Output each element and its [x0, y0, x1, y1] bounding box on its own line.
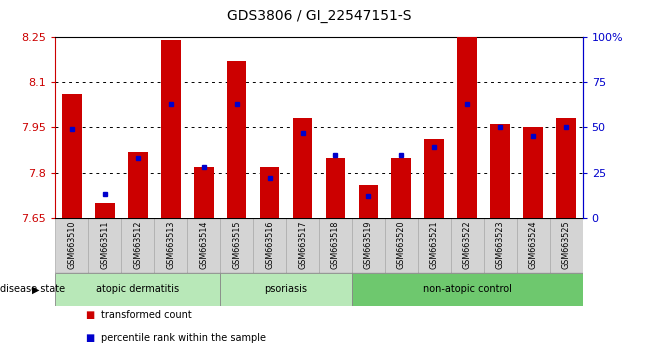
Text: GSM663514: GSM663514 [199, 221, 208, 269]
Text: ▶: ▶ [32, 284, 40, 295]
Bar [55, 218, 89, 273]
Bar [161, 40, 180, 218]
Bar [359, 185, 378, 218]
Bar [484, 218, 517, 273]
Bar [352, 273, 583, 306]
Bar [319, 218, 352, 273]
Bar [326, 158, 345, 218]
Bar [95, 203, 115, 218]
Text: transformed count: transformed count [101, 310, 191, 320]
Text: GSM663516: GSM663516 [265, 221, 274, 269]
Bar [352, 218, 385, 273]
Text: GSM663511: GSM663511 [100, 221, 109, 269]
Text: GSM663510: GSM663510 [67, 221, 76, 269]
Bar [385, 218, 418, 273]
Bar [220, 273, 352, 306]
Bar [458, 37, 477, 218]
Text: psoriasis: psoriasis [264, 284, 307, 295]
Bar [549, 218, 583, 273]
Text: GSM663519: GSM663519 [364, 221, 373, 269]
Text: ■: ■ [85, 310, 94, 320]
Bar [128, 152, 148, 218]
Text: GSM663512: GSM663512 [133, 221, 142, 269]
Bar [220, 218, 253, 273]
Bar [517, 218, 549, 273]
Bar [260, 167, 279, 218]
Bar [523, 127, 543, 218]
Bar [121, 218, 154, 273]
Bar [286, 218, 319, 273]
Text: GSM663520: GSM663520 [397, 221, 406, 269]
Text: percentile rank within the sample: percentile rank within the sample [101, 333, 266, 343]
Bar [556, 118, 576, 218]
Bar [187, 218, 220, 273]
Text: GSM663521: GSM663521 [430, 221, 439, 269]
Text: GSM663518: GSM663518 [331, 221, 340, 269]
Bar [55, 273, 220, 306]
Bar [89, 218, 121, 273]
Bar [391, 158, 411, 218]
Text: disease state: disease state [0, 284, 65, 295]
Bar [194, 167, 214, 218]
Bar [62, 94, 81, 218]
Bar [490, 125, 510, 218]
Text: GSM663522: GSM663522 [463, 221, 472, 269]
Text: GSM663513: GSM663513 [166, 221, 175, 269]
Text: non-atopic control: non-atopic control [423, 284, 512, 295]
Text: GSM663524: GSM663524 [529, 221, 538, 269]
Bar [450, 218, 484, 273]
Text: GSM663517: GSM663517 [298, 221, 307, 269]
Bar [253, 218, 286, 273]
Text: GSM663515: GSM663515 [232, 221, 241, 269]
Bar [154, 218, 187, 273]
Bar [293, 118, 312, 218]
Bar [418, 218, 450, 273]
Bar [424, 139, 444, 218]
Text: ■: ■ [85, 333, 94, 343]
Text: atopic dermatitis: atopic dermatitis [96, 284, 179, 295]
Text: GDS3806 / GI_22547151-S: GDS3806 / GI_22547151-S [227, 9, 411, 23]
Text: GSM663523: GSM663523 [496, 221, 505, 269]
Bar [227, 61, 247, 218]
Text: GSM663525: GSM663525 [562, 221, 571, 269]
